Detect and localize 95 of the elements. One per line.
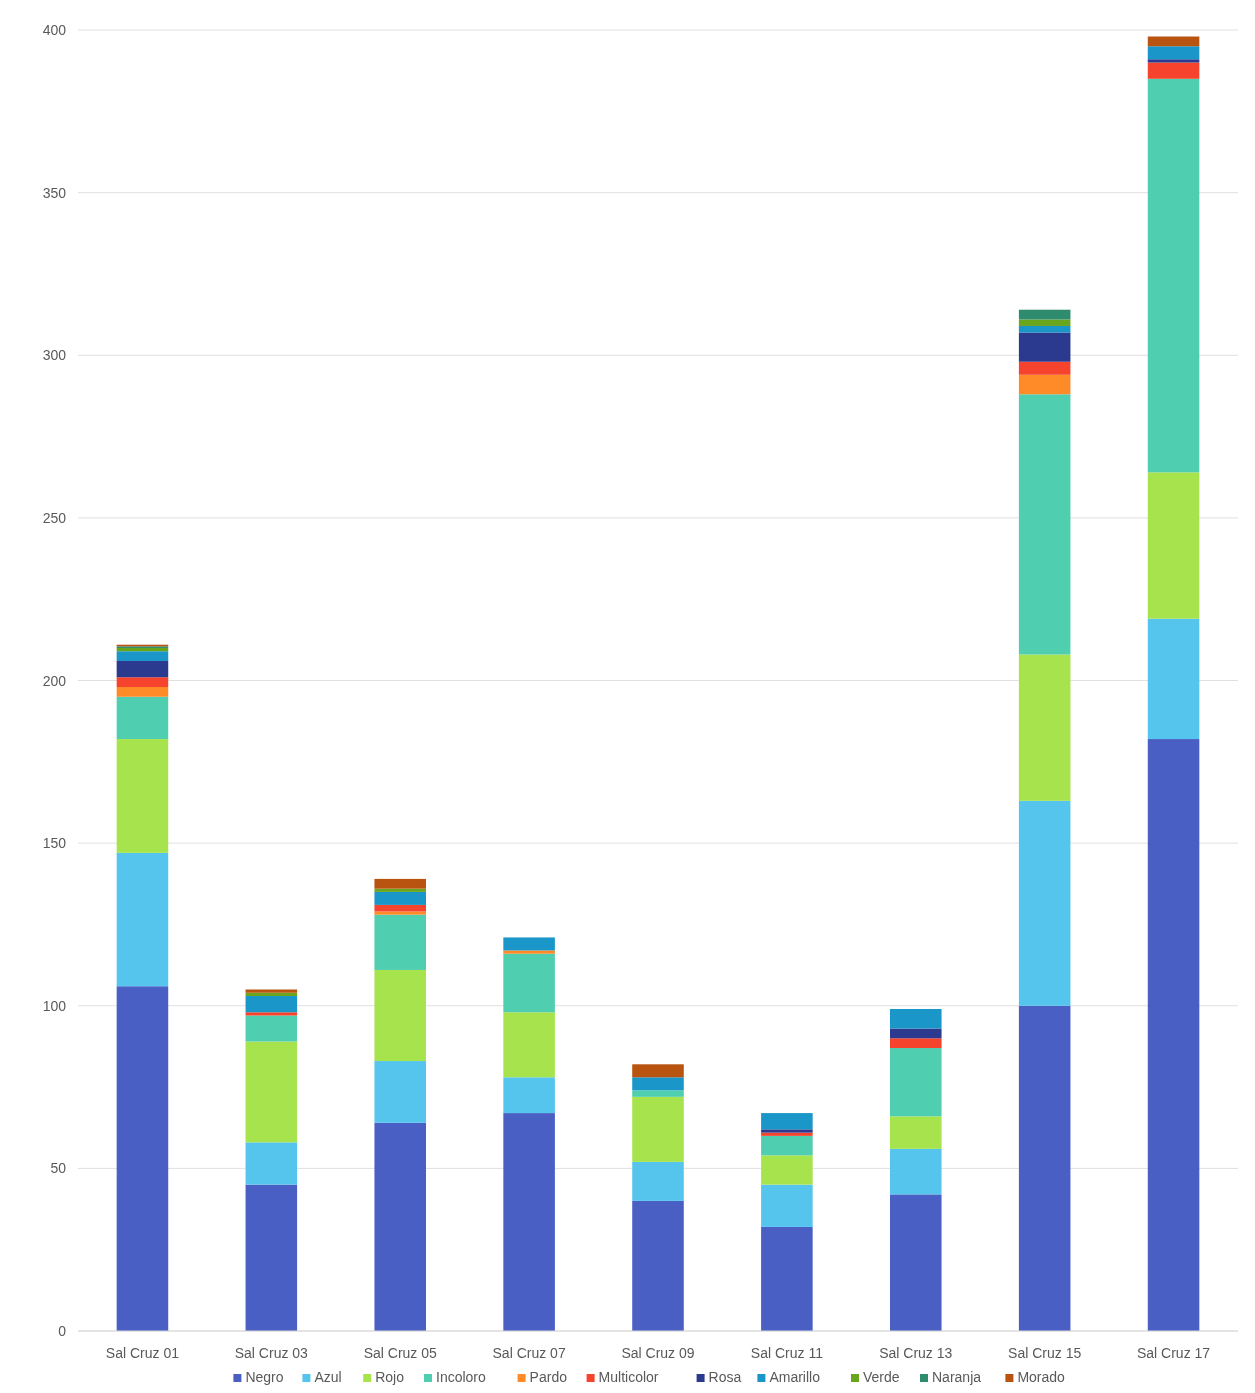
- bar: [245, 1184, 298, 1331]
- bar: [503, 937, 555, 951]
- bar: [632, 1096, 684, 1162]
- bar: [374, 891, 426, 905]
- bar: [1018, 319, 1071, 326]
- bar: [374, 914, 426, 970]
- bar: [503, 1077, 555, 1114]
- bar: [632, 1077, 684, 1091]
- x-tick-label: Sal Cruz 17: [1136, 1345, 1211, 1361]
- bar: [116, 660, 169, 678]
- bar: [1018, 309, 1071, 320]
- x-tick-label: Sal Cruz 15: [1008, 1345, 1082, 1361]
- bar: [116, 852, 169, 987]
- bar: [1147, 62, 1200, 79]
- y-tick-label: 50: [50, 1160, 67, 1177]
- x-tick-label: Sal Cruz 09: [621, 1345, 695, 1361]
- bar: [503, 953, 555, 1013]
- bar: [890, 1194, 942, 1332]
- bar: [1018, 374, 1071, 395]
- bar: [374, 1061, 426, 1123]
- bar: [1018, 325, 1071, 333]
- bar: [116, 696, 169, 740]
- bar: [503, 1012, 555, 1078]
- x-tick-label: Sal Cruz 11: [750, 1345, 824, 1361]
- bar: [1147, 78, 1200, 473]
- y-tick-label: 250: [42, 509, 67, 526]
- bar: [761, 1113, 813, 1130]
- bar: [1147, 618, 1200, 740]
- legend-label: Morado: [1017, 1369, 1066, 1385]
- bar: [1147, 472, 1200, 619]
- bar: [245, 995, 298, 1013]
- bar: [632, 1090, 684, 1097]
- y-tick-label: 300: [42, 347, 67, 364]
- bar: [890, 1116, 942, 1149]
- bar: [116, 651, 169, 661]
- bar: [245, 1012, 298, 1016]
- bar: [890, 1048, 942, 1117]
- bar: [1018, 800, 1071, 1006]
- bar: [116, 986, 169, 1331]
- y-tick-label: 200: [42, 672, 67, 689]
- bar: [374, 911, 426, 915]
- bar: [761, 1155, 813, 1185]
- legend-label: Verde: [863, 1369, 900, 1385]
- legend-label: Pardo: [529, 1369, 568, 1385]
- x-tick-label: Sal Cruz 03: [234, 1345, 309, 1361]
- x-tick-label: Sal Cruz 07: [492, 1345, 566, 1361]
- legend-label: Amarillo: [769, 1369, 821, 1385]
- bar: [116, 739, 169, 853]
- y-tick-label: 100: [42, 997, 67, 1014]
- x-tick-label: Sal Cruz 01: [105, 1345, 180, 1361]
- bar: [890, 1028, 942, 1039]
- bar: [116, 677, 169, 687]
- x-tick-label: Sal Cruz 13: [879, 1345, 953, 1361]
- legend-label: Rojo: [375, 1369, 405, 1385]
- bar: [374, 878, 426, 889]
- bar: [116, 687, 169, 697]
- legend-label: Incoloro: [436, 1369, 487, 1385]
- bar: [245, 1142, 298, 1185]
- y-tick-label: 400: [42, 22, 67, 38]
- bar: [1018, 394, 1071, 655]
- legend-label: Naranja: [932, 1369, 982, 1385]
- legend-label: Azul: [314, 1369, 342, 1385]
- bar: [632, 1064, 684, 1078]
- bar: [632, 1200, 684, 1331]
- bar: [1147, 739, 1200, 1331]
- bar: [761, 1184, 813, 1227]
- bar: [245, 1041, 298, 1143]
- bar: [116, 647, 169, 652]
- x-tick-label: Sal Cruz 05: [363, 1345, 437, 1361]
- legend-label: Negro: [245, 1369, 284, 1385]
- bar: [1018, 654, 1071, 801]
- bar: [761, 1135, 813, 1156]
- bar: [503, 950, 555, 954]
- bar: [1018, 332, 1071, 362]
- bar: [374, 1122, 426, 1331]
- bar: [1147, 59, 1200, 63]
- y-tick-label: 350: [42, 184, 67, 201]
- bar: [890, 1009, 942, 1029]
- bar: [374, 969, 426, 1062]
- bar: [245, 1015, 298, 1042]
- bar: [761, 1226, 813, 1331]
- bar: [1018, 361, 1071, 375]
- bar: [890, 1038, 942, 1049]
- bar: [1018, 1005, 1071, 1331]
- bar: [890, 1148, 942, 1195]
- legend-label: Multicolor: [598, 1369, 659, 1385]
- bar: [1147, 36, 1200, 47]
- legend-label: Rosa: [708, 1369, 742, 1385]
- bar: [374, 904, 426, 912]
- bar: [1147, 46, 1200, 60]
- bar: [503, 1113, 555, 1331]
- y-tick-label: 0: [58, 1323, 67, 1339]
- bar: [632, 1161, 684, 1201]
- y-tick-label: 150: [42, 835, 67, 852]
- bar: [374, 888, 426, 892]
